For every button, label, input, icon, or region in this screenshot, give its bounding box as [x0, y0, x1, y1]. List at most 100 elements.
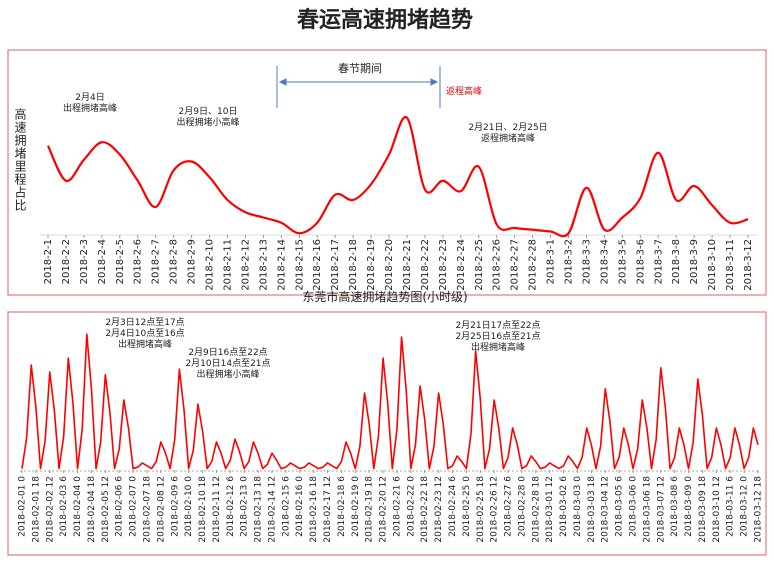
x-tick-label: 2018-02-09 6	[170, 476, 180, 537]
x-tick-label: 2018-02-04 18	[87, 476, 97, 543]
x-tick-label: 2018-2-28	[528, 239, 539, 291]
x-tick-label: 2018-02-25 18	[476, 476, 486, 543]
x-tick-label: 2018-02-28 18	[531, 476, 541, 543]
x-tick-label: 2018-02-13 0	[240, 476, 250, 537]
annotation: 出程拥堵高峰	[471, 341, 525, 353]
x-tick-label: 2018-02-14 12	[267, 476, 277, 543]
x-tick-label: 2018-03-06 0	[629, 476, 639, 537]
annotation: 2月9日16点至22点	[188, 347, 267, 358]
x-tick-label: 2018-2-12	[240, 239, 251, 291]
x-tick-label: 2018-02-17 12	[323, 476, 333, 543]
top-panel	[7, 49, 767, 296]
x-tick-label: 2018-03-04 12	[601, 476, 611, 543]
x-tick-label: 2018-03-05 6	[615, 476, 625, 537]
x-tick-label: 2018-03-01 12	[545, 476, 555, 543]
x-tick-label: 2018-2-25	[474, 239, 485, 291]
arrow-head	[278, 78, 439, 86]
x-tick-label: 2018-2-15	[294, 239, 305, 291]
x-tick-label: 2018-2-7	[151, 239, 162, 284]
x-tick-label: 2018-02-19 18	[365, 476, 375, 543]
x-tick-label: 2018-2-27	[510, 239, 521, 291]
x-tick-label: 2018-02-18 6	[337, 476, 347, 537]
x-tick-label: 2018-03-12 0	[740, 476, 750, 537]
x-tick-label: 2018-03-11 6	[726, 476, 736, 537]
annotation: 出程拥堵高峰	[118, 338, 172, 350]
x-tick-label: 2018-2-13	[258, 239, 269, 291]
x-tick-label: 2018-03-12 18	[754, 476, 764, 543]
data-line	[21, 333, 759, 470]
x-tick-label: 2018-02-15 6	[281, 476, 291, 537]
x-tick-label: 2018-3-2	[564, 239, 575, 284]
x-tick-label: 2018-2-24	[456, 239, 467, 291]
x-tick-label: 2018-02-24 6	[448, 476, 458, 537]
annotation: 2月3日12点至17点	[105, 317, 184, 328]
x-tick-label: 2018-02-22 18	[420, 476, 430, 543]
x-tick-label: 2018-02-20 12	[379, 476, 389, 543]
x-tick-label: 2018-3-1	[546, 239, 557, 284]
x-tick-label: 2018-2-22	[420, 239, 431, 291]
x-tick-label: 2018-3-10	[707, 239, 718, 291]
x-tick-label: 2018-02-16 18	[309, 476, 319, 543]
annotation: 2月4日10点至16点	[105, 328, 184, 339]
x-tick-label: 2018-2-8	[169, 239, 180, 284]
x-tick-label: 2018-02-12 6	[226, 476, 236, 537]
x-tick-label: 2018-2-26	[492, 239, 503, 291]
x-tick-label: 2018-2-1	[43, 239, 54, 284]
x-tick-label: 2018-2-2	[61, 239, 72, 284]
x-tick-label: 2018-3-7	[653, 239, 664, 284]
annotation: 2月25日16点至21点	[455, 331, 540, 342]
x-tick-label: 2018-02-11 12	[212, 476, 222, 543]
x-tick-label: 2018-3-4	[599, 239, 610, 284]
annotation: 出程拥堵高峰	[63, 102, 117, 114]
x-tick-label: 2018-3-6	[635, 239, 646, 284]
x-tick-label: 2018-3-8	[671, 239, 682, 284]
y-axis-label: 高速拥堵里程占比	[13, 107, 27, 212]
x-tick-label: 2018-02-07 18	[142, 476, 152, 543]
x-tick-label: 2018-3-11	[725, 239, 736, 291]
x-tick-label: 2018-02-08 12	[156, 476, 166, 543]
festival-arrow	[276, 66, 441, 108]
annotation: 2月21日、2月25日	[468, 122, 547, 133]
x-tick-label: 2018-02-26 12	[490, 476, 500, 543]
x-tick-label: 2018-2-23	[438, 239, 449, 291]
x-tick-label: 2018-02-16 0	[295, 476, 305, 537]
x-tick-label: 2018-2-6	[133, 239, 144, 284]
x-tick-label: 2018-02-10 0	[184, 476, 194, 537]
x-tick-label: 2018-2-14	[276, 239, 287, 291]
x-tick-label: 2018-03-06 18	[642, 476, 652, 543]
annotation: 2月21日17点至22点	[455, 320, 540, 331]
page-title: 春运高速拥堵趋势	[297, 7, 473, 33]
x-tick-label: 2018-03-08 6	[670, 476, 680, 537]
x-tick-label: 2018-02-05 12	[101, 476, 111, 543]
annotation: 2月10日14点至21点	[185, 358, 270, 369]
annotation: 出程拥堵小高峰	[196, 368, 259, 380]
x-tick-label: 2018-02-02 12	[45, 476, 55, 543]
annotation: 2月9日、10日	[179, 106, 238, 117]
x-tick-label: 2018-02-19 0	[351, 476, 361, 537]
x-tick-label: 2018-3-5	[617, 239, 628, 284]
x-tick-label: 2018-3-3	[581, 239, 592, 284]
annotation: 春节期间	[338, 62, 382, 75]
x-tick-label: 2018-03-07 12	[656, 476, 666, 543]
x-tick-label: 2018-2-10	[205, 239, 216, 291]
x-tick-label: 2018-02-27 6	[504, 476, 514, 537]
x-tick-label: 2018-02-25 0	[462, 476, 472, 537]
x-tick-label: 2018-02-01 18	[31, 476, 41, 543]
x-tick-label: 2018-02-04 0	[73, 476, 83, 537]
x-tick-label: 2018-02-10 18	[198, 476, 208, 543]
x-tick-label: 2018-2-21	[402, 239, 413, 291]
x-tick-label: 2018-02-03 6	[59, 476, 69, 537]
x-tick-label: 2018-2-18	[348, 239, 359, 291]
annotation: 2月4日	[75, 92, 104, 103]
x-tick-label: 2018-2-3	[79, 239, 90, 284]
x-tick-label: 2018-03-10 12	[712, 476, 722, 543]
x-tick-label: 2018-2-17	[330, 239, 341, 291]
x-tick-label: 2018-02-23 12	[434, 476, 444, 543]
x-tick-label: 2018-2-4	[97, 239, 108, 284]
x-tick-label: 2018-02-13 18	[254, 476, 264, 543]
annotation: 返程拥堵高峰	[481, 132, 535, 144]
bottom-chart-title: 东莞市高速拥堵趋势图(小时级)	[302, 289, 467, 304]
x-tick-label: 2018-03-03 18	[587, 476, 597, 543]
